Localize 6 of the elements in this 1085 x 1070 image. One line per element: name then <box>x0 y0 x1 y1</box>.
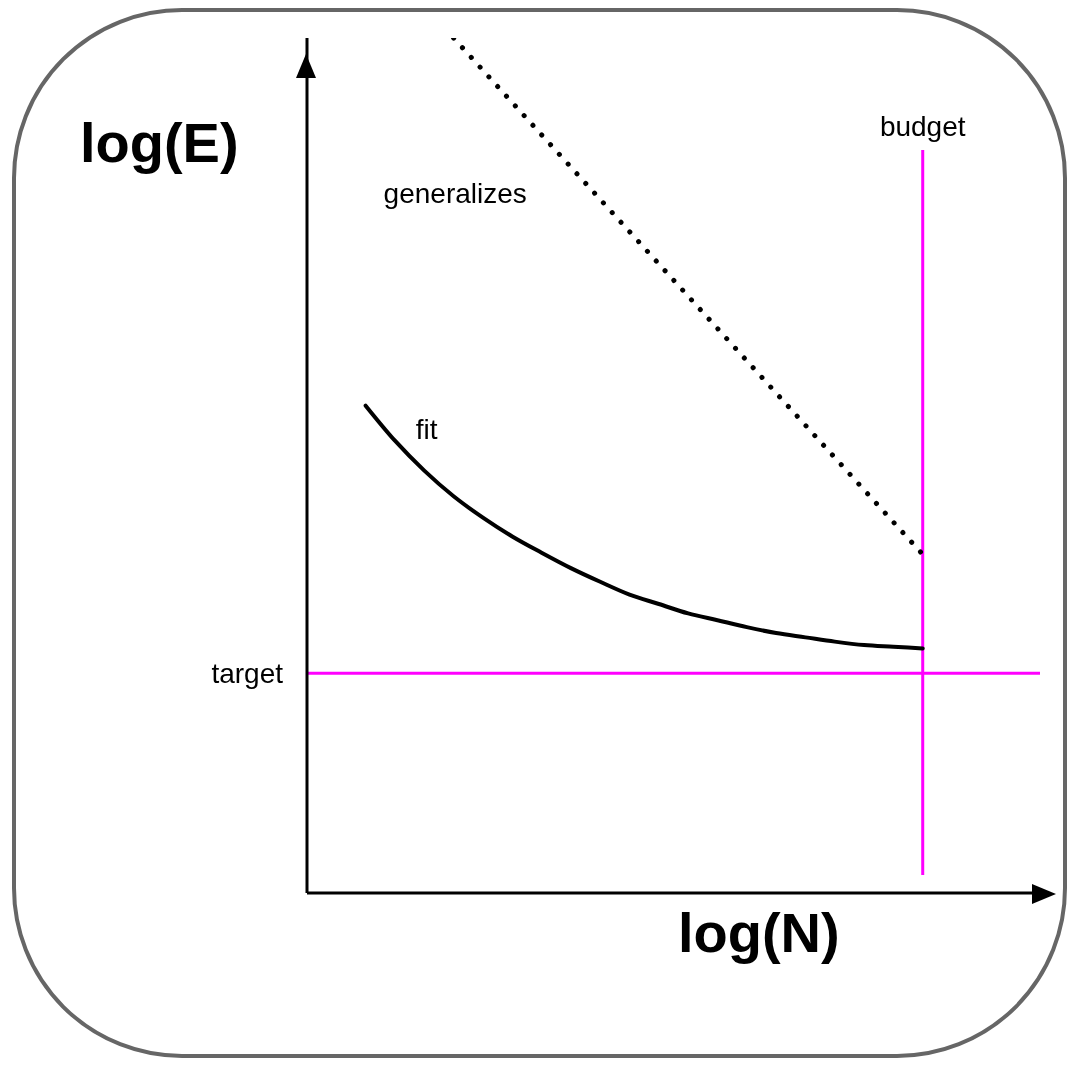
y-axis-title: log(E) <box>80 110 239 175</box>
series-label: generalizes <box>383 178 527 210</box>
text: budget <box>879 111 966 143</box>
x-axis-title: log(N) <box>678 900 840 965</box>
series-label: fit <box>415 413 438 446</box>
ref-line-label: target <box>211 658 284 690</box>
